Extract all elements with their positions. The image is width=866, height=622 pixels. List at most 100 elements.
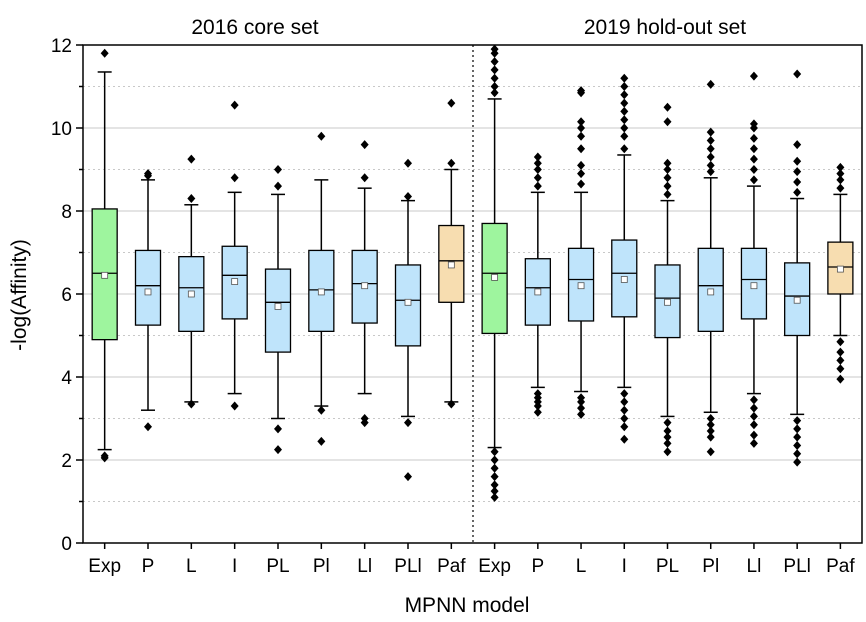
x-tick-label: P bbox=[142, 556, 155, 577]
outlier-point bbox=[620, 115, 629, 125]
outlier-point bbox=[490, 486, 499, 496]
box-p bbox=[524, 152, 551, 417]
outlier-point bbox=[577, 179, 586, 189]
mean-marker bbox=[404, 298, 412, 306]
outlier-point bbox=[577, 131, 586, 141]
outlier-point bbox=[749, 71, 758, 81]
box-body bbox=[264, 268, 292, 353]
outlier-point bbox=[577, 86, 586, 96]
outlier-point bbox=[404, 418, 412, 428]
outlier-point bbox=[447, 399, 456, 409]
outlier-point bbox=[577, 169, 586, 179]
outlier-point bbox=[663, 117, 672, 127]
box-paf bbox=[438, 98, 465, 409]
outlier-point bbox=[577, 403, 586, 413]
mean-marker bbox=[577, 282, 585, 290]
outlier-point bbox=[749, 420, 758, 430]
outlier-point bbox=[793, 432, 802, 442]
outlier-point bbox=[836, 364, 845, 374]
outlier-point bbox=[447, 98, 456, 108]
outlier-point bbox=[490, 472, 499, 482]
mean-marker bbox=[620, 276, 628, 283]
box-paf bbox=[827, 162, 854, 384]
box-i bbox=[611, 73, 638, 444]
outlier-point bbox=[836, 183, 845, 193]
outlier-point bbox=[749, 144, 758, 154]
mean-marker bbox=[750, 282, 758, 290]
outlier-point bbox=[317, 131, 326, 141]
outlier-point bbox=[749, 403, 758, 413]
outlier-point bbox=[793, 449, 802, 459]
outlier-point bbox=[836, 347, 845, 357]
outlier-point bbox=[144, 422, 152, 432]
box-ll bbox=[740, 71, 768, 448]
box-body bbox=[740, 247, 768, 320]
outlier-point bbox=[663, 432, 672, 442]
outlier-point bbox=[836, 337, 845, 347]
outlier-point bbox=[706, 144, 715, 154]
outlier-point bbox=[360, 140, 369, 150]
mean-marker bbox=[187, 290, 195, 298]
outlier-point bbox=[749, 154, 758, 164]
mean-marker bbox=[361, 282, 369, 290]
outlier-point bbox=[490, 492, 499, 502]
panel-title-left: 2016 core set bbox=[191, 16, 318, 39]
outlier-point bbox=[274, 165, 282, 174]
outlier-point bbox=[663, 158, 672, 168]
outlier-point bbox=[533, 158, 542, 168]
outlier-point bbox=[620, 73, 629, 83]
outlier-point bbox=[663, 173, 672, 183]
outlier-point bbox=[577, 123, 586, 133]
box-l bbox=[178, 154, 205, 409]
outlier-point bbox=[749, 175, 758, 185]
outlier-point bbox=[663, 426, 672, 436]
outlier-point bbox=[100, 453, 109, 463]
mean-marker bbox=[274, 303, 282, 310]
x-tick-label: Pl bbox=[313, 556, 330, 577]
outlier-point bbox=[620, 144, 629, 154]
mean-marker bbox=[447, 261, 455, 269]
box-pl bbox=[264, 165, 292, 455]
outlier-point bbox=[836, 374, 845, 384]
outlier-point bbox=[490, 88, 499, 98]
outlier-point bbox=[620, 131, 629, 141]
mean-marker bbox=[317, 288, 325, 296]
outlier-point bbox=[836, 355, 845, 365]
outlier-point bbox=[577, 160, 586, 170]
mean-marker bbox=[664, 298, 671, 306]
mean-marker bbox=[707, 288, 715, 296]
outlier-point bbox=[490, 463, 499, 473]
box-l bbox=[567, 86, 595, 419]
outlier-point bbox=[533, 407, 542, 417]
x-tick-label: Exp bbox=[88, 556, 121, 577]
outlier-point bbox=[706, 447, 715, 457]
outlier-point bbox=[230, 401, 239, 411]
outlier-point bbox=[100, 48, 109, 58]
outlier-point bbox=[749, 430, 758, 440]
outlier-point bbox=[793, 156, 802, 166]
outlier-point bbox=[360, 418, 369, 428]
outlier-point bbox=[230, 100, 239, 110]
outlier-point bbox=[490, 455, 499, 465]
outlier-point bbox=[749, 411, 758, 421]
box-pl bbox=[654, 102, 681, 457]
box-body bbox=[394, 264, 422, 347]
outlier-point bbox=[404, 158, 412, 168]
outlier-point bbox=[620, 434, 629, 444]
outlier-point bbox=[620, 414, 629, 423]
x-tick-label: Pl bbox=[702, 556, 719, 577]
box-pl bbox=[697, 79, 724, 457]
outlier-point bbox=[663, 102, 672, 112]
panel-title-right: 2019 hold-out set bbox=[584, 16, 746, 39]
mean-marker bbox=[534, 288, 542, 296]
outlier-point bbox=[230, 173, 239, 183]
outlier-point bbox=[577, 397, 586, 407]
outlier-point bbox=[793, 187, 802, 197]
outlier-point bbox=[620, 123, 629, 133]
outlier-point bbox=[533, 152, 542, 162]
x-tick-label: Exp bbox=[478, 556, 511, 577]
grid-layer bbox=[83, 45, 862, 543]
outlier-point bbox=[490, 73, 499, 83]
